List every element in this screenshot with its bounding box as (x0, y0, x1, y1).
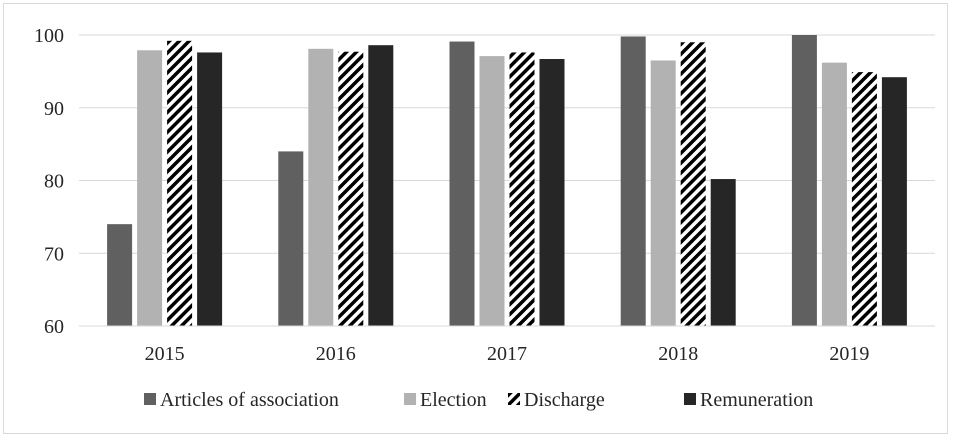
bar-discharge-2017 (509, 52, 535, 327)
legend-label: Discharge (524, 389, 605, 411)
legend-label: Remuneration (700, 389, 813, 411)
bar-election-2015 (137, 50, 163, 327)
bar-discharge-2018 (680, 42, 706, 327)
x-axis-ticks: 2015 2016 2017 2018 2019 (145, 343, 870, 365)
legend-label: Election (420, 389, 487, 411)
bar-remuneration-2017 (539, 59, 565, 326)
bar-discharge-2015 (167, 40, 193, 326)
legend: Articles of association Election Discharge… (144, 389, 813, 411)
legend-swatch (144, 393, 156, 405)
x-tick-label: 2018 (658, 343, 698, 365)
y-tick-label: 90 (44, 98, 64, 120)
bar-remuneration-2019 (881, 77, 907, 326)
y-tick-label: 70 (44, 243, 64, 265)
x-tick-label: 2017 (487, 343, 527, 365)
x-tick-label: 2019 (829, 343, 869, 365)
bar-remuneration-2016 (368, 45, 394, 327)
y-tick-label: 100 (34, 25, 64, 47)
y-tick-label: 60 (44, 316, 64, 338)
bar-articles-of-association-2019 (791, 35, 817, 326)
legend-swatch (684, 393, 696, 405)
bar-remuneration-2015 (197, 52, 223, 327)
bar-articles-of-association-2015 (107, 224, 133, 326)
bar-articles-of-association-2016 (278, 151, 304, 326)
bar-election-2019 (821, 62, 847, 327)
legend-swatch (508, 393, 520, 405)
bar-election-2017 (479, 56, 505, 326)
bars (79, 35, 935, 327)
legend-swatch (404, 393, 416, 405)
bar-election-2018 (650, 60, 676, 327)
y-tick-label: 80 (44, 171, 64, 193)
bar-discharge-2019 (851, 72, 877, 326)
bar-articles-of-association-2018 (620, 36, 646, 326)
y-axis-ticks: 60 70 80 90 100 (34, 25, 64, 338)
x-tick-label: 2015 (145, 343, 185, 365)
x-tick-label: 2016 (316, 343, 356, 365)
bar-articles-of-association-2017 (449, 41, 475, 327)
bar-remuneration-2018 (710, 179, 736, 326)
legend-label: Articles of association (160, 389, 339, 411)
bar-election-2016 (308, 48, 334, 326)
bar-discharge-2016 (338, 51, 364, 327)
